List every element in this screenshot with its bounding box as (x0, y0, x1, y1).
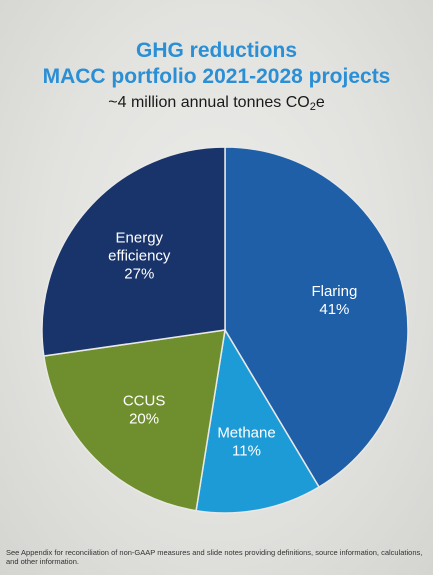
footnote: See Appendix for reconciliation of non-G… (6, 548, 423, 566)
chart-subtitle: ~4 million annual tonnes CO2e (0, 93, 433, 117)
pie-slice-ccus (43, 329, 226, 512)
pie-labels: Flaring 41% Methane 11% CCUS 20% Energy efficie… (108, 230, 357, 460)
pie-slice-energy-efficiency (41, 146, 226, 357)
chart-title-line-1: GHG reductions (135, 39, 298, 62)
subtitle-text: ~4 million annual tonnes CO (108, 94, 310, 111)
slice-label-energy-efficiency: Energy efficiency 27% (108, 230, 171, 283)
slice-label-methane: Methane 11% (217, 424, 275, 459)
slice-label-ccus: CCUS 20% (123, 393, 166, 428)
subtitle-subscript: 2 (309, 101, 316, 113)
pie-slice-flaring (224, 146, 409, 489)
subtitle-suffix: e (315, 94, 325, 111)
slice-label-flaring: Flaring 41% (311, 283, 357, 318)
chart-title-line-2: MACC portfolio 2021-2028 projects (42, 65, 391, 88)
pie-slices (41, 146, 409, 514)
pie-slice-methane (195, 327, 321, 514)
